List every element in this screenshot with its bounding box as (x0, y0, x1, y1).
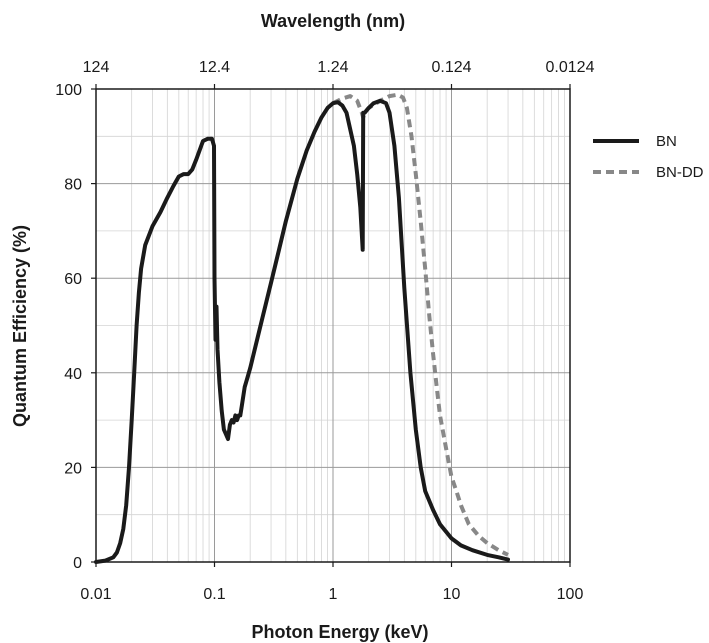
y-tick-label: 40 (64, 366, 82, 383)
y-tick-label: 100 (55, 82, 82, 99)
x-axis-title: Photon Energy (keV) (251, 622, 428, 642)
x-tick-label: 0.1 (203, 586, 225, 603)
legend: BN BN-DD (593, 133, 704, 181)
x-tick-label: 1 (329, 586, 338, 603)
axis-ticks (91, 84, 571, 567)
y-tick-label: 0 (73, 555, 82, 572)
legend-label-bn: BN (656, 133, 677, 150)
series-line-bn (94, 98, 510, 564)
x-tick-label: 10 (443, 586, 461, 603)
top-x-axis-title: Wavelength (nm) (261, 11, 405, 31)
y-tick-label: 80 (64, 177, 82, 194)
series-line-bn-dd (332, 92, 509, 557)
top-x-tick-label: 0.124 (431, 59, 471, 76)
y-tick-label: 20 (64, 460, 82, 477)
x-tick-labels: 0.01 0.1 1 10 100 (80, 586, 583, 603)
y-tick-label: 60 (64, 271, 82, 288)
x-tick-label: 100 (557, 586, 584, 603)
series-lines (94, 92, 510, 564)
top-x-tick-label: 124 (83, 59, 110, 76)
top-x-tick-labels: 124 12.4 1.24 0.124 0.0124 (83, 59, 595, 76)
y-tick-labels: 0 20 40 60 80 100 (55, 82, 82, 572)
top-x-tick-label: 1.24 (317, 59, 348, 76)
top-x-tick-label: 12.4 (199, 59, 230, 76)
y-axis-title: Quantum Efficiency (%) (10, 225, 30, 427)
top-x-tick-label: 0.0124 (546, 59, 595, 76)
minor-gridlines (96, 89, 570, 562)
legend-label-bn-dd: BN-DD (656, 164, 704, 181)
x-tick-label: 0.01 (80, 586, 111, 603)
